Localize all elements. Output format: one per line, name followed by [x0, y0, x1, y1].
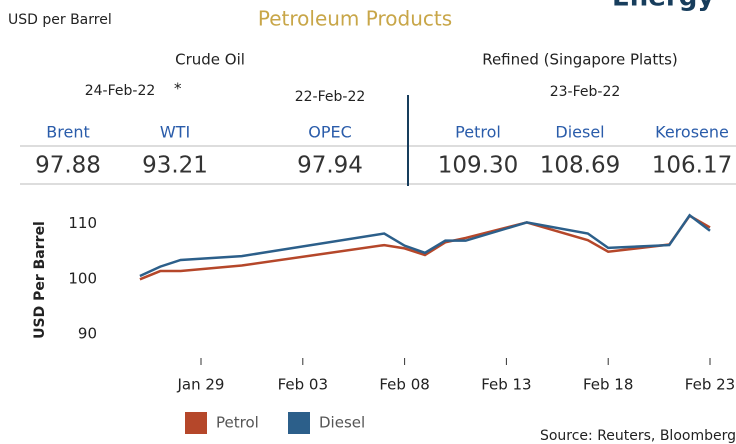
x-tick-label: Feb 23 [685, 376, 735, 394]
x-tick-label: Feb 18 [583, 376, 633, 394]
crude-heading: Crude Oil [175, 51, 245, 69]
source: Source: Reuters, Bloomberg [540, 428, 736, 444]
y-axis-label: USD Per Barrel [32, 221, 48, 339]
x-tick-label: Feb 08 [379, 376, 429, 394]
x-tick-label: Feb 13 [481, 376, 531, 394]
y-tick-label: 90 [78, 324, 97, 342]
price-value: 93.21 [142, 153, 208, 179]
price-value: 106.17 [652, 153, 732, 179]
price-name: Brent [46, 123, 89, 142]
x-tick-label: Feb 03 [278, 376, 328, 394]
price-name: WTI [160, 123, 190, 142]
legend-label: Diesel [319, 414, 365, 432]
price-name: Petrol [455, 123, 501, 142]
refined-heading: Refined (Singapore Platts) [482, 51, 678, 69]
price-name: OPEC [308, 123, 352, 142]
brand: Energy [612, 0, 714, 13]
price-name: Kerosene [655, 123, 729, 142]
title: Petroleum Products [258, 7, 452, 31]
x-tick-label: Jan 29 [177, 376, 225, 394]
unit-label: USD per Barrel [8, 12, 112, 28]
crude-date: 24-Feb-22 [85, 83, 156, 99]
price-value: 108.69 [540, 153, 620, 179]
refined-date: 23-Feb-22 [550, 84, 621, 100]
legend-swatch [288, 412, 310, 434]
legend-label: Petrol [216, 414, 259, 432]
price-value: 97.88 [35, 153, 101, 179]
legend-swatch [185, 412, 207, 434]
series-line [139, 213, 711, 278]
crude-note: * [174, 80, 182, 98]
price-value: 109.30 [438, 153, 518, 179]
y-tick-label: 110 [68, 214, 97, 232]
opec-date: 22-Feb-22 [295, 89, 366, 105]
price-name: Diesel [555, 123, 604, 142]
y-tick-label: 100 [68, 269, 97, 287]
price-value: 97.94 [297, 153, 363, 179]
